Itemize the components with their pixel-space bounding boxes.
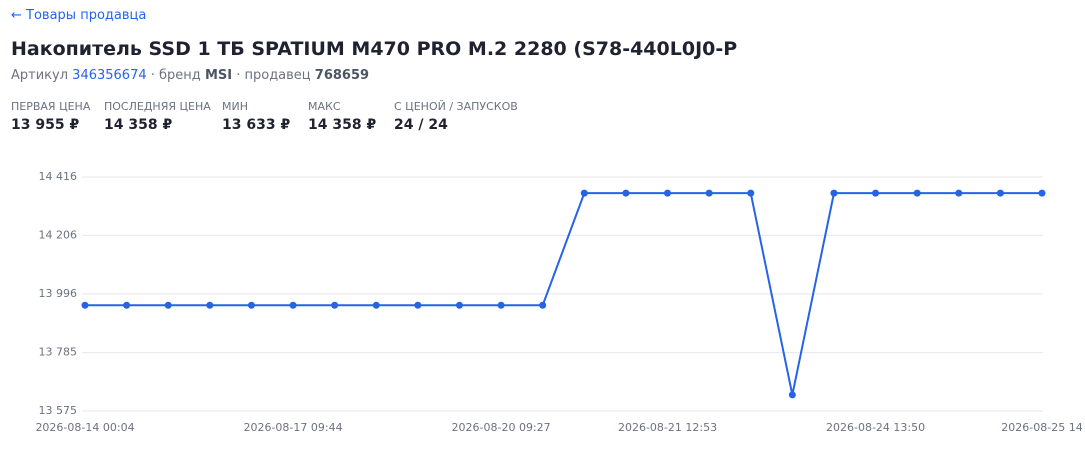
back-link[interactable]: ← Товары продавца [11, 8, 147, 23]
stat-label: С ЦЕНОЙ / ЗАПУСКОВ [394, 100, 518, 113]
y-tick-label: 14 416 [39, 170, 78, 183]
seller-label: · продавец [236, 68, 311, 83]
price-point [705, 189, 713, 197]
price-point [955, 189, 963, 197]
seller: 768659 [314, 68, 370, 83]
stat-value: 14 358 ₽ [104, 117, 173, 133]
product-meta: Артикул 346356674 · бренд MSI · продавец… [11, 68, 369, 83]
price-point [788, 391, 796, 399]
price-point [372, 301, 380, 309]
price-point [497, 301, 505, 309]
price-point [331, 301, 339, 309]
stat: МИН 13 633 ₽ [222, 100, 290, 133]
price-point [872, 189, 880, 197]
price-point [580, 189, 588, 197]
price-point [830, 189, 838, 197]
price-point [206, 301, 214, 309]
x-tick-label: 2026-08-21 12:53 [618, 421, 717, 434]
y-tick-label: 13 996 [39, 287, 78, 300]
price-point [1038, 189, 1046, 197]
stat-label: МИН [222, 100, 248, 113]
x-tick-label: 2026-08-24 13:50 [826, 421, 925, 434]
stat: МАКС 14 358 ₽ [308, 100, 376, 133]
stat-value: 13 955 ₽ [11, 117, 80, 133]
stat-value: 14 358 ₽ [308, 117, 377, 133]
price-point [996, 189, 1004, 197]
price-point [81, 301, 89, 309]
stat-value: 13 633 ₽ [222, 117, 291, 133]
price-point [622, 189, 630, 197]
stat-label: ПОСЛЕДНЯЯ ЦЕНА [104, 100, 211, 113]
price-point [164, 301, 172, 309]
brand: MSI [204, 68, 233, 83]
product-title: Накопитель SSD 1 ТБ SPATIUM M470 PRO M.2… [11, 38, 738, 60]
price-point [414, 301, 422, 309]
price-point [289, 301, 297, 309]
price-point [539, 301, 547, 309]
y-tick-label: 14 206 [39, 228, 78, 241]
stat: ПЕРВАЯ ЦЕНА 13 955 ₽ [11, 100, 90, 133]
stat: ПОСЛЕДНЯЯ ЦЕНА 14 358 ₽ [104, 100, 211, 133]
article-link[interactable]: 346356674 [72, 68, 147, 83]
x-tick-label: 2026-08-20 09:27 [452, 421, 551, 434]
stat-value: 24 / 24 [394, 117, 448, 133]
price-point [747, 189, 755, 197]
y-tick-label: 13 785 [39, 346, 78, 359]
price-line [85, 192, 1042, 396]
x-tick-label: 2026-08-14 00:04 [35, 421, 134, 434]
article-label: Артикул [11, 68, 69, 83]
brand-label: · бренд [150, 68, 201, 83]
stat: С ЦЕНОЙ / ЗАПУСКОВ 24 / 24 [394, 100, 518, 133]
price-point [913, 189, 921, 197]
x-tick-label: 2026-08-17 09:44 [243, 421, 342, 434]
price-point [247, 301, 255, 309]
price-point [455, 301, 463, 309]
x-tick-label: 2026-08-25 14 [1001, 421, 1082, 434]
stat-label: МАКС [308, 100, 341, 113]
y-tick-label: 13 575 [39, 404, 78, 417]
price-point [123, 301, 131, 309]
price-point [664, 189, 672, 197]
stat-label: ПЕРВАЯ ЦЕНА [11, 100, 91, 113]
